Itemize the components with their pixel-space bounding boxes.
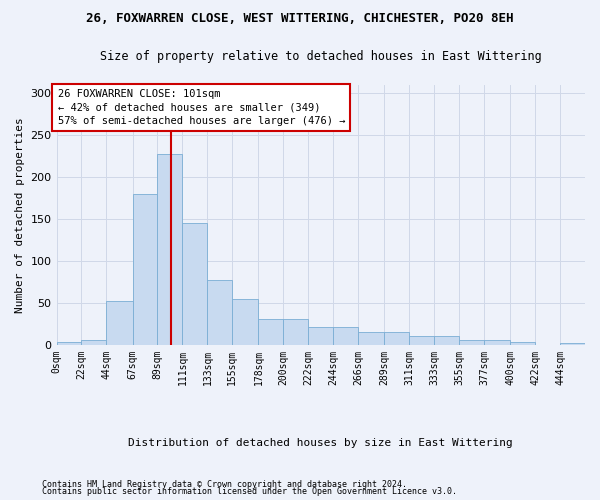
Bar	[308, 327, 333, 344]
Bar	[333, 327, 358, 344]
Bar	[208, 280, 232, 344]
Bar	[283, 320, 308, 344]
Bar	[384, 332, 409, 344]
Bar	[82, 340, 106, 344]
Bar	[434, 336, 459, 344]
Title: Size of property relative to detached houses in East Wittering: Size of property relative to detached ho…	[100, 50, 542, 63]
Bar	[232, 298, 259, 344]
Bar	[56, 342, 82, 344]
Bar	[510, 342, 535, 344]
Bar	[182, 223, 208, 344]
Bar	[106, 301, 133, 344]
Text: 26 FOXWARREN CLOSE: 101sqm
← 42% of detached houses are smaller (349)
57% of sem: 26 FOXWARREN CLOSE: 101sqm ← 42% of deta…	[58, 89, 345, 126]
Text: 26, FOXWARREN CLOSE, WEST WITTERING, CHICHESTER, PO20 8EH: 26, FOXWARREN CLOSE, WEST WITTERING, CHI…	[86, 12, 514, 26]
Bar	[358, 332, 384, 344]
X-axis label: Distribution of detached houses by size in East Wittering: Distribution of detached houses by size …	[128, 438, 513, 448]
Bar	[409, 336, 434, 344]
Y-axis label: Number of detached properties: Number of detached properties	[15, 117, 25, 312]
Bar	[459, 340, 484, 344]
Bar	[484, 340, 510, 344]
Bar	[259, 320, 283, 344]
Bar	[157, 154, 182, 344]
Bar	[133, 194, 157, 344]
Text: Contains HM Land Registry data © Crown copyright and database right 2024.: Contains HM Land Registry data © Crown c…	[42, 480, 407, 489]
Bar	[560, 343, 585, 344]
Text: Contains public sector information licensed under the Open Government Licence v3: Contains public sector information licen…	[42, 488, 457, 496]
